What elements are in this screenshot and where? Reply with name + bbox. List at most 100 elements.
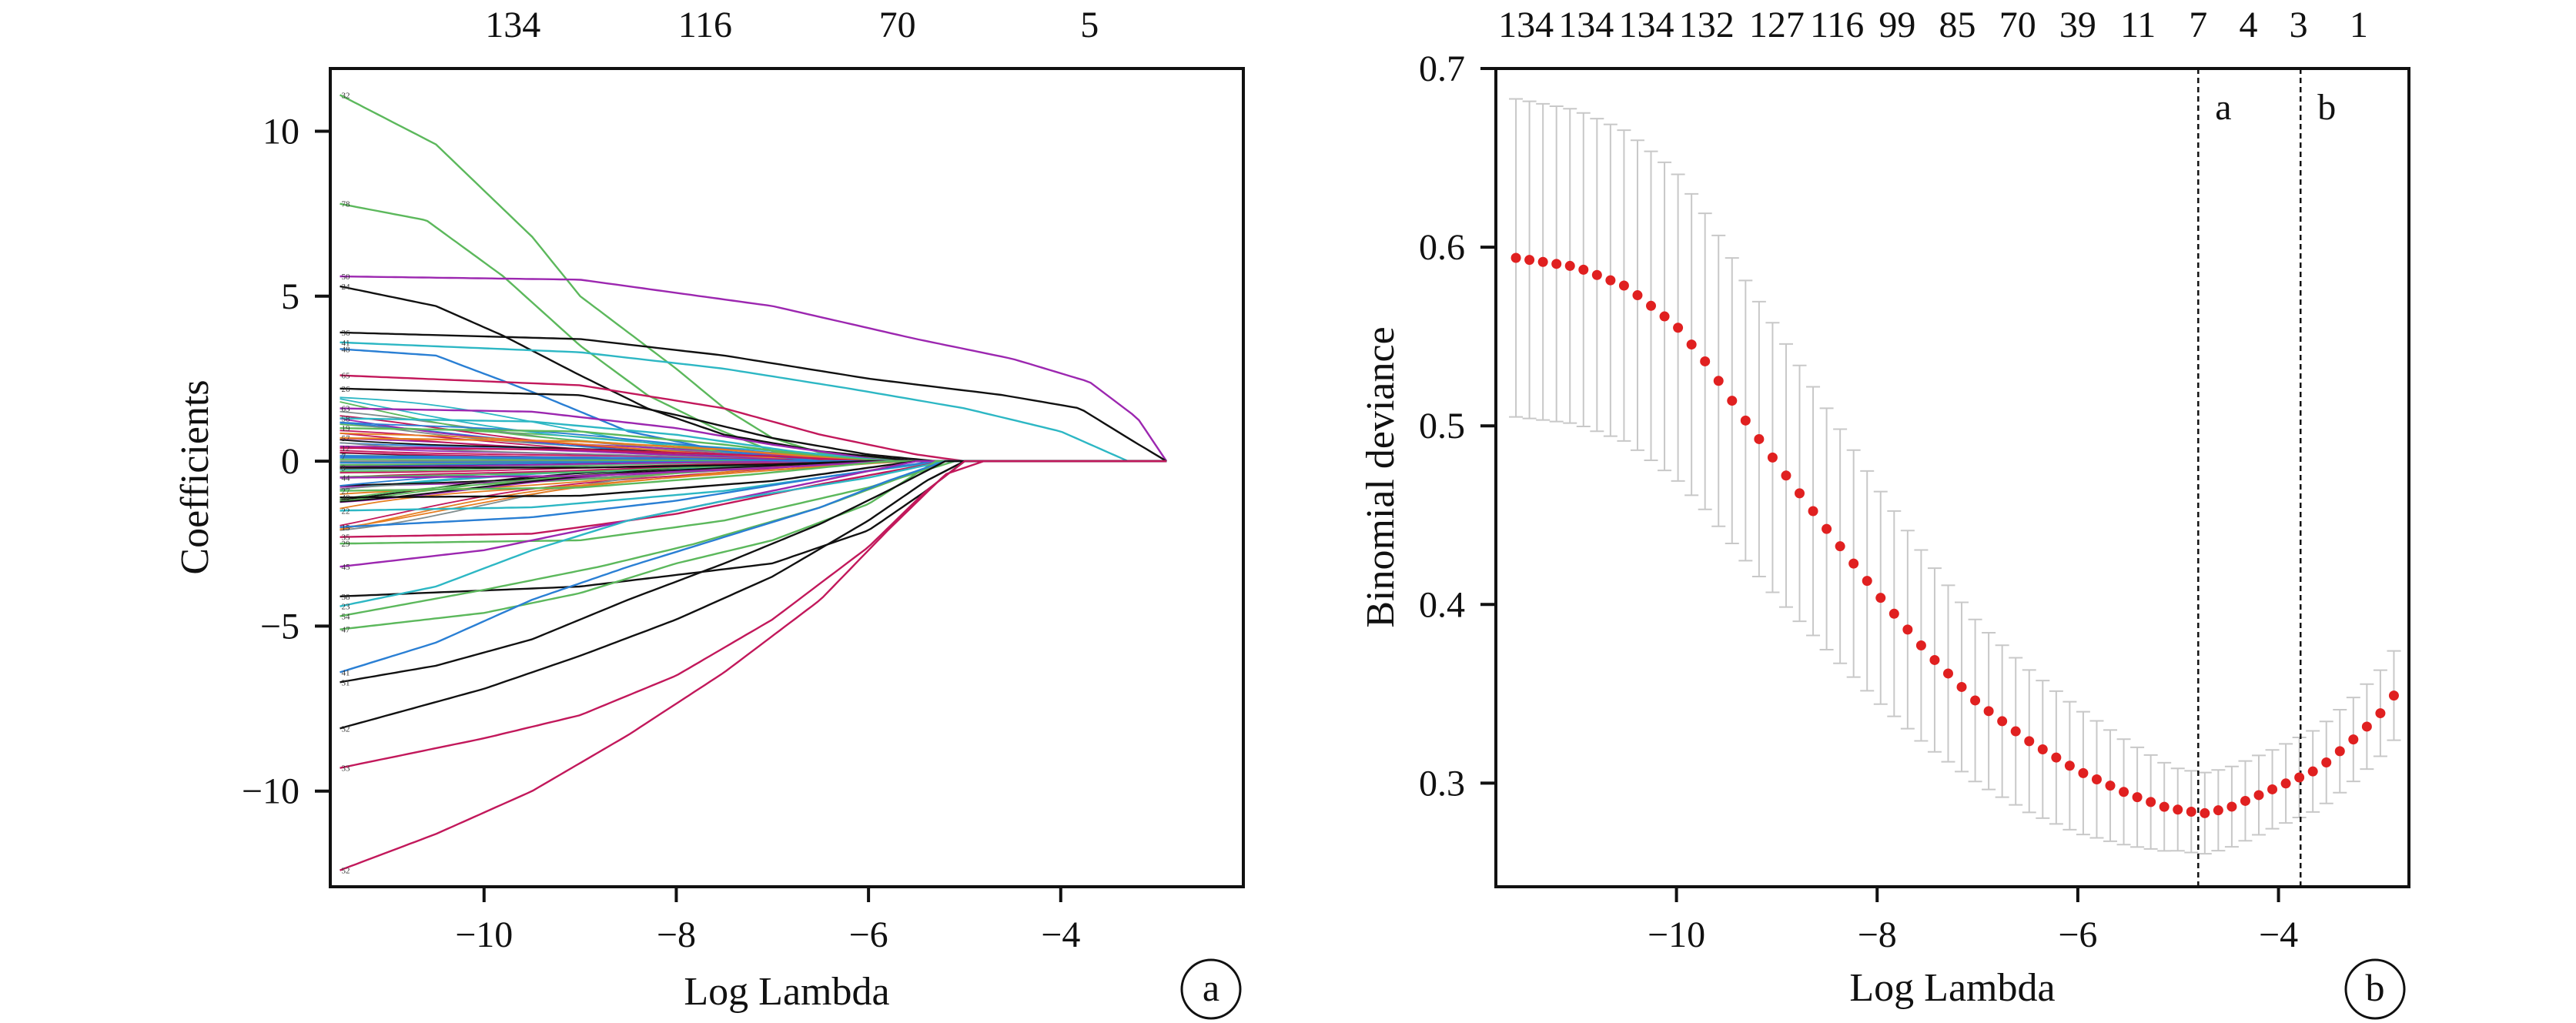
deviance-point	[1740, 415, 1751, 426]
panel-a-y-axis: 10 5 0 −5 −10	[242, 111, 330, 812]
coefficient-path	[340, 460, 1167, 607]
deviance-point	[1983, 706, 1994, 717]
reference-line-label: b	[2317, 87, 2336, 128]
deviance-point	[1659, 311, 1670, 322]
deviance-point	[1673, 323, 1684, 333]
path-label: 33	[341, 764, 350, 774]
y-tick-label: 10	[263, 111, 299, 152]
reference-line-label: a	[2215, 87, 2231, 128]
deviance-point	[1808, 506, 1818, 517]
top-axis-label: 3	[2290, 5, 2308, 45]
path-label: 27	[341, 487, 350, 496]
top-axis-label: 127	[1749, 5, 1805, 45]
deviance-point	[1646, 300, 1657, 311]
deviance-point	[1942, 668, 1953, 679]
coefficient-path	[339, 94, 1167, 463]
coefficient-path	[340, 460, 1167, 538]
coefficient-path	[340, 460, 1167, 730]
panel-a: 3278502436414865266358195712794427402215…	[173, 5, 1245, 1020]
deviance-point	[2253, 790, 2264, 801]
deviance-point	[1915, 640, 1926, 651]
deviance-point	[1618, 280, 1629, 291]
deviance-point	[1686, 339, 1697, 350]
panel-b-error-bars	[1509, 98, 2401, 855]
deviance-point	[1537, 256, 1548, 267]
deviance-point	[2186, 806, 2196, 817]
deviance-point	[1781, 470, 1791, 481]
path-label: 65	[341, 372, 350, 381]
deviance-point	[1929, 654, 1940, 665]
panel-b-x-axis-title: Log Lambda	[1849, 966, 2055, 1010]
path-label: 41	[341, 668, 350, 677]
path-label: 78	[341, 200, 350, 209]
y-tick-label: 5	[281, 276, 299, 317]
path-label: 12	[341, 444, 350, 453]
deviance-point	[2037, 744, 2048, 755]
coefficient-path	[340, 460, 1167, 469]
coefficient-path	[340, 455, 1167, 463]
y-tick-label: 0.3	[1419, 763, 1465, 804]
panel-b-label: b	[2366, 966, 2385, 1009]
x-tick-label: −6	[2058, 914, 2097, 955]
path-label: 36	[341, 329, 350, 338]
path-label: 47	[341, 626, 350, 635]
deviance-point	[2267, 784, 2278, 794]
deviance-point	[1822, 523, 1832, 534]
deviance-point	[2010, 726, 2021, 737]
path-label: 7	[341, 453, 346, 462]
coefficient-path	[340, 460, 1167, 769]
path-label: 23	[341, 603, 350, 612]
panel-a-coefficient-paths	[339, 94, 1168, 871]
top-axis-label: 39	[2059, 5, 2096, 45]
coefficient-path	[340, 446, 1167, 463]
top-axis-label: 85	[1939, 5, 1976, 45]
deviance-point	[2226, 801, 2237, 812]
deviance-point	[1564, 260, 1575, 271]
top-axis-label: 11	[2120, 5, 2156, 45]
y-tick-label: 0.6	[1419, 227, 1465, 268]
top-axis-label: 134	[1618, 5, 1674, 45]
y-tick-label: −10	[242, 771, 299, 812]
panel-b-label-circle	[2344, 958, 2406, 1020]
deviance-point	[1970, 695, 1981, 706]
deviance-point	[2146, 797, 2156, 807]
path-label: 45	[341, 563, 350, 572]
panel-b-plot-frame	[1494, 67, 2410, 888]
coefficient-path	[340, 460, 1167, 684]
panel-a-top-axis: 134 116 70 5	[485, 5, 1099, 45]
deviance-point	[2051, 752, 2062, 763]
coefficient-path	[340, 460, 1167, 871]
path-label: 22	[341, 506, 350, 516]
coefficient-path	[340, 348, 1167, 463]
top-axis-label: 1	[2350, 5, 2368, 45]
path-label: 44	[341, 474, 350, 483]
top-axis-label: 134	[1498, 5, 1554, 45]
deviance-point	[1551, 259, 1562, 269]
deviance-point	[2240, 795, 2250, 806]
path-label: 32	[341, 724, 350, 734]
deviance-point	[2348, 734, 2359, 745]
deviance-point	[1767, 452, 1778, 463]
top-axis-label: 70	[879, 5, 916, 45]
path-label: 19	[341, 424, 350, 433]
x-tick-label: −8	[657, 914, 696, 955]
deviance-point	[2307, 766, 2318, 777]
x-tick-label: −10	[455, 914, 513, 955]
y-tick-label: −5	[260, 606, 299, 647]
panel-a-label: a	[1203, 966, 1219, 1009]
coefficient-path	[340, 460, 1167, 597]
top-axis-label: 132	[1679, 5, 1735, 45]
panel-b-y-axis-title: Binomial deviance	[1359, 326, 1403, 627]
deviance-point	[2091, 774, 2102, 785]
panel-a-label-circle	[1180, 958, 1242, 1020]
path-label: 50	[341, 272, 350, 282]
deviance-point	[1700, 356, 1711, 366]
deviance-point	[1997, 716, 2008, 727]
top-axis-label: 116	[1810, 5, 1864, 45]
deviance-point	[2280, 778, 2291, 789]
deviance-point	[1875, 593, 1886, 603]
coefficient-path	[340, 460, 870, 468]
path-label: 57	[341, 434, 350, 443]
